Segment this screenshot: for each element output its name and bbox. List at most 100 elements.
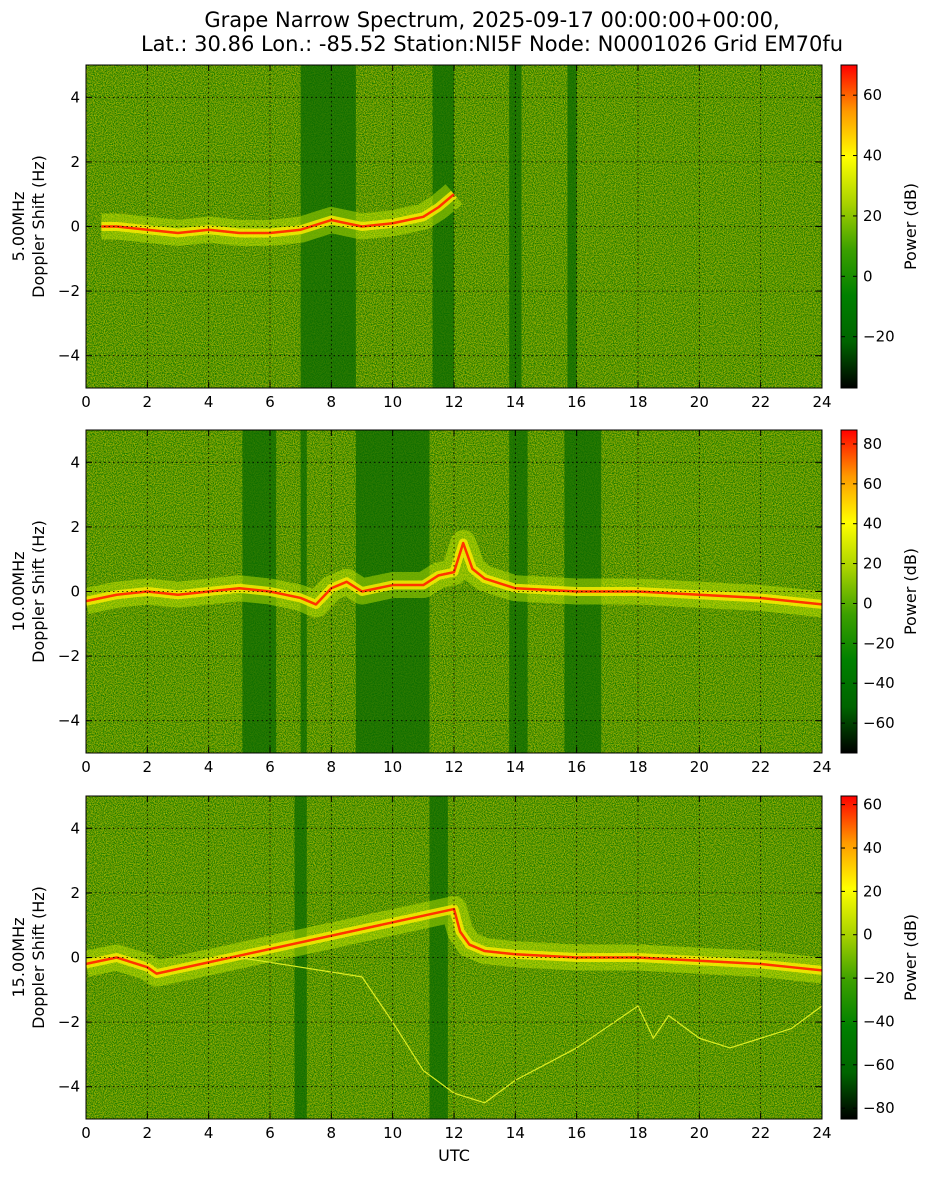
colorbar-tick-label: −20 bbox=[863, 328, 895, 346]
colorbar-tick-label: 60 bbox=[863, 86, 882, 104]
colorbar-gradient bbox=[840, 429, 858, 754]
colorbar-tick-label: −60 bbox=[863, 714, 895, 732]
y-tick-label: −4 bbox=[58, 712, 80, 730]
grid bbox=[86, 65, 822, 388]
x-tick-label: 10 bbox=[383, 393, 402, 411]
colorbar-label: Power (dB) bbox=[901, 914, 920, 1001]
x-tick-label: 0 bbox=[81, 393, 91, 411]
x-tick-label: 12 bbox=[444, 393, 463, 411]
colorbar-label: Power (dB) bbox=[901, 183, 920, 270]
colorbar-tick-label: 80 bbox=[863, 435, 882, 453]
x-tick-label: 2 bbox=[143, 393, 153, 411]
colorbar-tick-label: −40 bbox=[863, 1012, 895, 1030]
figure-title-line2: Lat.: 30.86 Lon.: -85.52 Station:NI5F No… bbox=[141, 32, 843, 56]
x-tick-label: 6 bbox=[265, 393, 275, 411]
x-tick-label: 10 bbox=[383, 758, 402, 776]
x-tick-label: 0 bbox=[81, 1124, 91, 1142]
figure-title-line1: Grape Narrow Spectrum, 2025-09-17 00:00:… bbox=[204, 8, 779, 32]
dark-band bbox=[432, 65, 454, 388]
y-tick-label: −4 bbox=[58, 1078, 80, 1096]
x-tick-label: 22 bbox=[751, 758, 770, 776]
x-tick-label: 2 bbox=[143, 1124, 153, 1142]
dark-band bbox=[294, 796, 307, 1119]
x-tick-label: 8 bbox=[327, 1124, 337, 1142]
x-tick-label: 20 bbox=[690, 393, 709, 411]
y-axis-label-band: 10.00MHz bbox=[9, 551, 28, 631]
secondary-trace bbox=[239, 956, 822, 1104]
y-axis-label-band: 15.00MHz bbox=[9, 917, 28, 997]
grid bbox=[86, 796, 822, 1119]
y-tick-label: 4 bbox=[70, 453, 80, 471]
x-tick-label: 12 bbox=[444, 1124, 463, 1142]
colorbar-tick-label: −40 bbox=[863, 674, 895, 692]
colorbar-tick-label: 0 bbox=[863, 267, 873, 285]
x-tick-label: 20 bbox=[690, 758, 709, 776]
x-tick-label: 24 bbox=[812, 1124, 831, 1142]
x-tick-label: 8 bbox=[327, 758, 337, 776]
x-tick-label: 18 bbox=[628, 1124, 647, 1142]
colorbar-gradient bbox=[840, 795, 858, 1120]
colorbar-tick-label: 60 bbox=[863, 796, 882, 814]
x-tick-label: 14 bbox=[506, 1124, 525, 1142]
y-tick-label: 2 bbox=[70, 153, 80, 171]
y-tick-label: −2 bbox=[58, 282, 80, 300]
x-tick-label: 22 bbox=[751, 1124, 770, 1142]
colorbar: 60 40 20 0 −20 Power (dB) bbox=[840, 64, 920, 389]
y-axis-label: Doppler Shift (Hz) bbox=[29, 520, 48, 663]
x-tick-label: 4 bbox=[204, 1124, 214, 1142]
x-tick-label: 24 bbox=[812, 758, 831, 776]
doppler-trace bbox=[86, 907, 822, 975]
colorbar: 80 60 40 20 0 −20 −40 −60 Power (dB) bbox=[840, 429, 920, 754]
colorbar-tick-label: 40 bbox=[863, 147, 882, 165]
y-tick-label: −2 bbox=[58, 1013, 80, 1031]
y-tick-label: 0 bbox=[70, 218, 80, 236]
colorbar-tick-label: 40 bbox=[863, 839, 882, 857]
dark-band bbox=[509, 65, 522, 388]
colorbar-tick-label: 0 bbox=[863, 926, 873, 944]
colorbar-tick-label: 20 bbox=[863, 555, 882, 573]
y-tick-label: −2 bbox=[58, 647, 80, 665]
y-tick-label: 0 bbox=[70, 583, 80, 601]
x-tick-label: 16 bbox=[567, 393, 586, 411]
y-axis-label-band: 5.00MHz bbox=[9, 192, 28, 262]
x-tick-label: 16 bbox=[567, 1124, 586, 1142]
x-tick-label: 18 bbox=[628, 393, 647, 411]
x-axis-label: UTC bbox=[438, 1146, 470, 1165]
x-tick-label: 10 bbox=[383, 1124, 402, 1142]
x-tick-label: 2 bbox=[143, 758, 153, 776]
colorbar-tick-label: 40 bbox=[863, 515, 882, 533]
x-tick-label: 18 bbox=[628, 758, 647, 776]
y-tick-label: 4 bbox=[70, 819, 80, 837]
x-tick-label: 4 bbox=[204, 758, 214, 776]
colorbar-tick-label: −20 bbox=[863, 969, 895, 987]
grid bbox=[86, 430, 822, 753]
x-tick-label: 6 bbox=[265, 1124, 275, 1142]
x-tick-label: 12 bbox=[444, 758, 463, 776]
x-tick-label: 16 bbox=[567, 758, 586, 776]
dark-band bbox=[429, 796, 448, 1119]
doppler-trace bbox=[101, 193, 455, 235]
y-tick-label: 2 bbox=[70, 884, 80, 902]
colorbar-label: Power (dB) bbox=[901, 548, 920, 635]
colorbar-tick-label: 20 bbox=[863, 882, 882, 900]
dark-band bbox=[300, 430, 307, 753]
y-tick-label: 4 bbox=[70, 88, 80, 106]
y-tick-label: 2 bbox=[70, 518, 80, 536]
x-tick-label: 8 bbox=[327, 393, 337, 411]
colorbar-tick-label: 60 bbox=[863, 475, 882, 493]
colorbar-tick-label: 20 bbox=[863, 207, 882, 225]
x-tick-label: 22 bbox=[751, 393, 770, 411]
x-tick-label: 14 bbox=[506, 758, 525, 776]
x-tick-label: 0 bbox=[81, 758, 91, 776]
x-tick-label: 6 bbox=[265, 758, 275, 776]
y-tick-label: 0 bbox=[70, 949, 80, 967]
y-axis-label: Doppler Shift (Hz) bbox=[29, 886, 48, 1029]
x-tick-label: 14 bbox=[506, 393, 525, 411]
colorbar-gradient bbox=[840, 64, 858, 389]
x-tick-label: 4 bbox=[204, 393, 214, 411]
